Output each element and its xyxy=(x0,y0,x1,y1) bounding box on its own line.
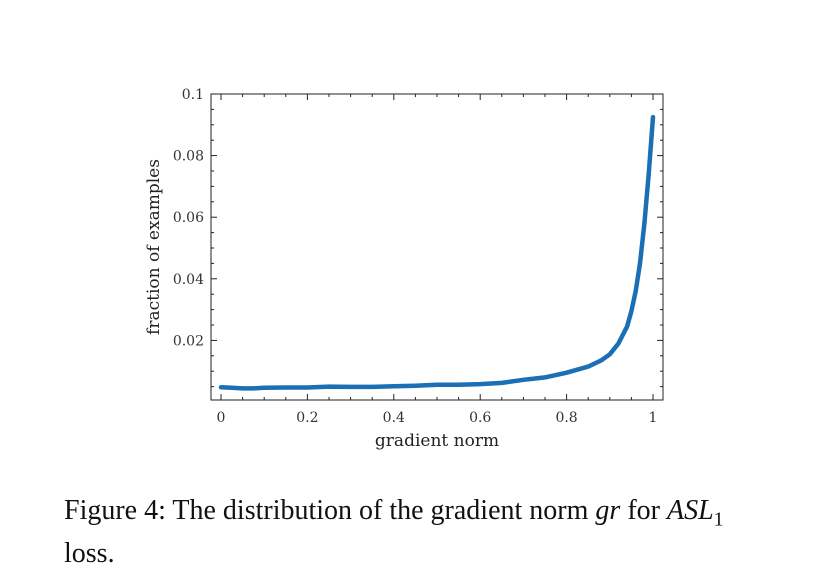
x-tick-label: 0 xyxy=(217,410,226,426)
y-axis-label: fraction of examples xyxy=(144,159,164,335)
x-tick-label: 0.2 xyxy=(296,410,318,426)
tick-labels: 0 0.2 0.4 0.6 0.8 1 0.02 0.04 0.06 0.08 0.1 xyxy=(173,87,658,426)
x-tick-label: 0.8 xyxy=(555,410,577,426)
caption-loss-name: ASL xyxy=(666,495,714,526)
ticks xyxy=(211,93,663,400)
y-tick-label: 0.1 xyxy=(182,87,204,103)
figure-caption: Figure 4: The distribution of the gradie… xyxy=(64,494,804,571)
chart: 0 0.2 0.4 0.6 0.8 1 0.02 0.04 0.06 0.08 0.1 gradie… xyxy=(144,87,664,451)
y-tick-label: 0.08 xyxy=(173,149,204,165)
y-tick-label: 0.02 xyxy=(173,333,204,349)
y-tick-label: 0.04 xyxy=(173,272,204,288)
y-tick-label: 0.06 xyxy=(173,210,204,226)
caption-loss-subscript: 1 xyxy=(713,508,724,531)
caption-prefix: Figure 4: The distribution of the gradie… xyxy=(64,495,596,526)
caption-suffix: loss. xyxy=(64,537,115,569)
x-tick-label: 0.6 xyxy=(469,410,491,426)
x-axis-label: gradient norm xyxy=(375,431,499,451)
caption-middle: for xyxy=(620,495,667,526)
x-tick-label: 1 xyxy=(649,410,658,426)
caption-variable: gr xyxy=(595,495,621,526)
plot-frame xyxy=(210,93,664,401)
series-line xyxy=(218,114,656,391)
x-tick-label: 0.4 xyxy=(383,410,405,426)
